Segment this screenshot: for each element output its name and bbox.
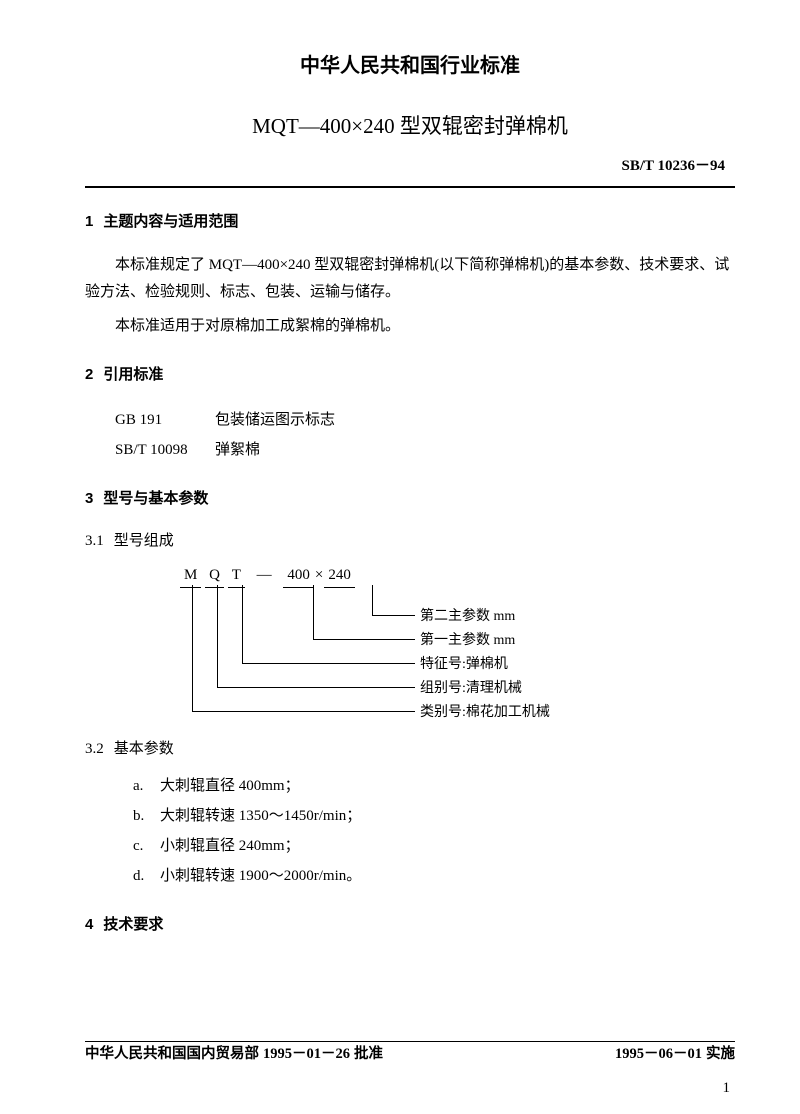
item-text: 小刺辊转速 1900～2000r/min。 [160, 868, 361, 884]
subsection-title: 基本参数 [114, 741, 174, 757]
subsection-num: 3.1 [85, 533, 104, 549]
list-item: b.大刺辊转速 1350～1450r/min； [133, 801, 735, 831]
section-2-title: 引用标准 [103, 366, 163, 383]
code-times: × [314, 563, 324, 587]
section-4-title: 技术要求 [103, 916, 163, 933]
ref-name: 包装储运图示标志 [215, 412, 335, 428]
item-text: 大刺辊转速 1350～1450r/min； [160, 808, 361, 824]
item-label: b. [133, 801, 160, 831]
diagram-line [242, 585, 243, 663]
section-1-num: 1 [85, 213, 93, 230]
model-code-diagram: M Q T — 400×240 第二主参数 mm 第一主参数 mm 特征号:弹棉… [180, 563, 640, 723]
diagram-line [217, 687, 415, 688]
diagram-line [192, 585, 193, 711]
diagram-line [217, 585, 218, 687]
code-param-1: 400 [283, 563, 314, 588]
diagram-line [372, 585, 373, 615]
reference-item: SB/T 10098弹絮棉 [115, 435, 735, 465]
footer-effective-date: 1995－06－01 [615, 1046, 702, 1062]
footer-approval-suffix: 批准 [350, 1046, 383, 1062]
reference-item: GB 191包装储运图示标志 [115, 405, 735, 435]
reference-list: GB 191包装储运图示标志 SB/T 10098弹絮棉 [115, 405, 735, 465]
diagram-line [313, 639, 415, 640]
section-3-num: 3 [85, 490, 93, 507]
footer-effective: 1995－06－01 实施 [615, 1043, 735, 1066]
diagram-label-group: 组别号:清理机械 [420, 678, 522, 700]
diagram-label-param1: 第一主参数 mm [420, 630, 515, 652]
diagram-label-category: 类别号:棉花加工机械 [420, 702, 550, 724]
section-3-1-heading: 3.1 型号组成 [85, 529, 735, 553]
diagram-label-param2: 第二主参数 mm [420, 606, 515, 628]
item-label: c. [133, 831, 160, 861]
model-code-row: M Q T — 400×240 [180, 563, 640, 588]
subsection-num: 3.2 [85, 741, 104, 757]
subsection-title: 型号组成 [114, 533, 174, 549]
code-letter-m: M [180, 563, 201, 588]
item-label: a. [133, 771, 160, 801]
list-item: d.小刺辊转速 1900～2000r/min。 [133, 861, 735, 891]
page-number: 1 [723, 1076, 731, 1100]
title-cn: 型双辊密封弹棉机 [395, 114, 568, 138]
ref-name: 弹絮棉 [215, 442, 260, 458]
list-item: a.大刺辊直径 400mm； [133, 771, 735, 801]
header-rule [85, 186, 735, 188]
ref-code: SB/T 10098 [115, 435, 215, 465]
basic-params-list: a.大刺辊直径 400mm； b.大刺辊转速 1350～1450r/min； c… [133, 771, 735, 891]
diagram-line [192, 711, 415, 712]
diagram-line [242, 663, 415, 664]
section-1-title: 主题内容与适用范围 [103, 213, 238, 230]
list-item: c.小刺辊直径 240mm； [133, 831, 735, 861]
doc-title: MQT—400×240 型双辊密封弹棉机 [85, 110, 735, 144]
ref-code: GB 191 [115, 405, 215, 435]
code-param-2: 240 [324, 563, 355, 588]
footer-approval-date: 1995－01－26 [263, 1046, 350, 1062]
footer-approval-org: 中华人民共和国国内贸易部 [85, 1046, 263, 1062]
code-dash: — [249, 563, 280, 587]
item-text: 大刺辊直径 400mm； [160, 778, 300, 794]
diagram-label-feature: 特征号:弹棉机 [420, 654, 508, 676]
footer-effective-suffix: 实施 [702, 1046, 735, 1062]
section-2-num: 2 [85, 366, 93, 383]
title-model-code: MQT—400×240 [252, 114, 395, 138]
section-1-heading: 1 主题内容与适用范围 [85, 210, 735, 234]
footer-approval: 中华人民共和国国内贸易部 1995－01－26 批准 [85, 1043, 383, 1066]
standard-code: SB/T 10236－94 [85, 154, 735, 178]
diagram-line [313, 585, 314, 639]
item-text: 小刺辊直径 240mm； [160, 838, 300, 854]
section-2-heading: 2 引用标准 [85, 363, 735, 387]
footer-row: 中华人民共和国国内贸易部 1995－01－26 批准 1995－06－01 实施 [85, 1043, 735, 1066]
section-1-para-2: 本标准适用于对原棉加工成絮棉的弹棉机。 [85, 313, 735, 341]
section-1-para-1: 本标准规定了 MQT—400×240 型双辊密封弹棉机(以下简称弹棉机)的基本参… [85, 252, 735, 308]
section-4-num: 4 [85, 916, 93, 933]
section-4-heading: 4 技术要求 [85, 913, 735, 937]
doc-category: 中华人民共和国行业标准 [85, 50, 735, 82]
item-label: d. [133, 861, 160, 891]
section-3-title: 型号与基本参数 [103, 490, 208, 507]
section-3-2-heading: 3.2 基本参数 [85, 737, 735, 761]
section-3-heading: 3 型号与基本参数 [85, 487, 735, 511]
code-letter-q: Q [205, 563, 224, 588]
diagram-line [372, 615, 415, 616]
